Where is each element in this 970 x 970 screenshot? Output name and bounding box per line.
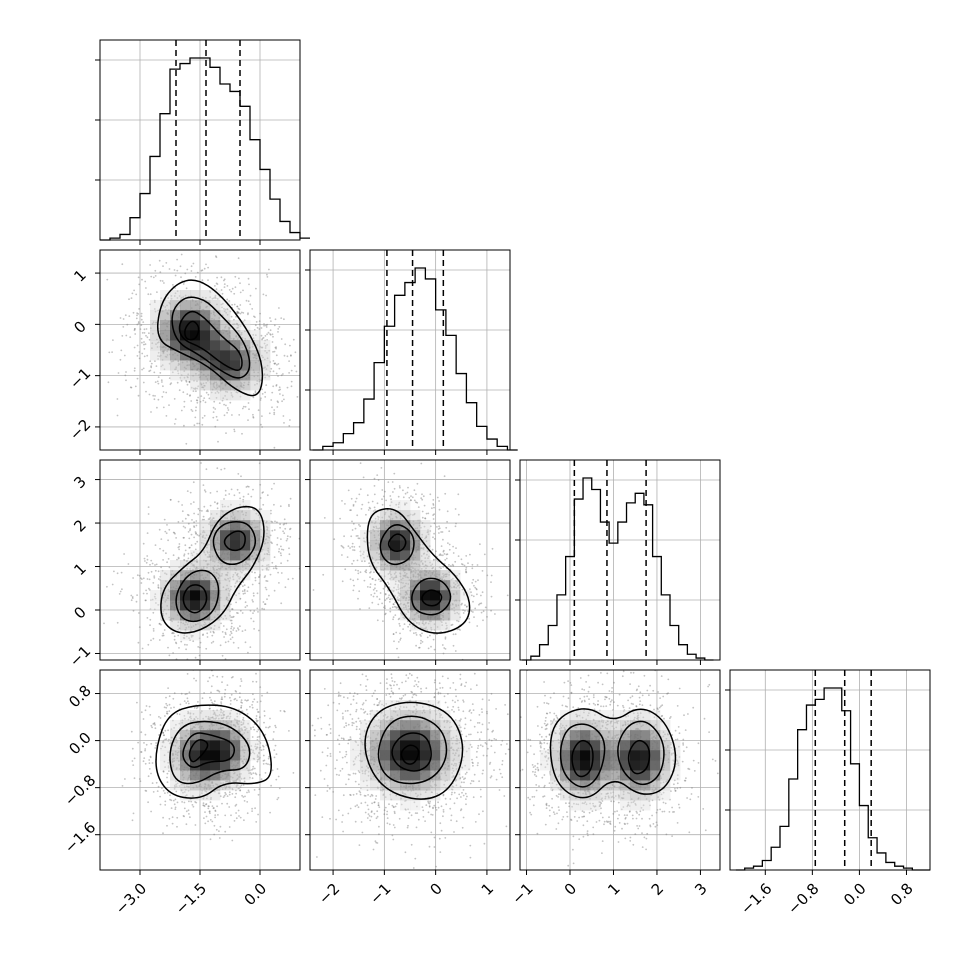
pair-panel-2-1: [305, 459, 511, 665]
panel-frame-3-3: [729, 669, 931, 871]
panel-frame-2-1: [309, 459, 511, 661]
contour-2-0-3: [182, 584, 208, 614]
contour-1-0-1: [171, 296, 251, 379]
x-tick-label-2-3: 2: [648, 880, 667, 899]
contour-2-0-0: [160, 505, 265, 634]
x-tick-label-3-3: 0.8: [887, 880, 917, 910]
x-tick-label-3-2: 0.0: [840, 880, 870, 910]
y-tick-label-2-2: 1: [70, 560, 89, 579]
contour-3-0-1: [169, 720, 251, 785]
x-tick-label-1-0: −2: [315, 880, 343, 908]
y-tick-label-2-4: 3: [70, 473, 89, 492]
y-tick-label-1-2: 0: [70, 317, 89, 336]
contour-3-2-0: [549, 708, 677, 799]
x-tick-label-2-0: −1: [508, 880, 536, 908]
y-tick-label-2-1: 0: [70, 603, 89, 622]
contour-1-0-2: [178, 310, 243, 372]
contour-2-0-2: [212, 521, 257, 566]
pair-panel-3-0: [95, 669, 301, 875]
x-tick-label-0-2: 0.0: [241, 880, 271, 910]
contour-3-2-3: [571, 739, 594, 778]
panel-frame-1-1: [309, 249, 511, 451]
contour-2-1-0: [366, 508, 471, 634]
y-tick-label-2-0: −1: [66, 642, 94, 670]
y-tick-label-1-1: −1: [66, 364, 94, 392]
contour-3-0-0: [155, 704, 272, 799]
pair-panel-2-0: [95, 459, 301, 665]
histogram-panel-3: [725, 669, 931, 875]
x-tick-label-3-1: −0.8: [784, 880, 822, 918]
x-tick-label-0-1: −1.5: [172, 880, 210, 918]
histogram-panel-0: [95, 39, 310, 245]
histogram-step-1: [312, 267, 518, 451]
density-cells-1-0: [150, 290, 271, 401]
contour-3-0-3: [188, 739, 209, 763]
x-tick-label-2-4: 3: [691, 880, 710, 899]
pair-content-3-0: [121, 670, 295, 842]
x-tick-label-1-3: 1: [478, 880, 497, 899]
pair-content-3-2: [520, 670, 719, 867]
x-tick-label-2-1: 0: [561, 880, 580, 899]
contour-3-2-2: [617, 720, 665, 786]
density-cells-2-1: [360, 500, 471, 631]
histogram-step-0: [100, 57, 310, 241]
pair-panel-3-1: [305, 669, 511, 875]
y-tick-label-3-2: 0.0: [65, 729, 95, 759]
pair-content-1-0: [100, 250, 299, 449]
contour-2-0-4: [223, 530, 246, 552]
histogram-step-2: [522, 477, 714, 661]
contour-3-2-4: [627, 739, 651, 775]
contour-2-1-2: [411, 577, 452, 616]
contour-3-1-0: [364, 701, 464, 800]
y-tick-label-3-0: −1.6: [61, 818, 99, 856]
contour-2-1-4: [421, 589, 443, 607]
y-tick-label-1-0: −2: [66, 416, 94, 444]
histogram-step-3: [735, 687, 930, 871]
panel-frame-2-2: [519, 459, 721, 661]
contour-3-1-3: [400, 744, 420, 765]
pair-content-2-1: [312, 462, 509, 660]
contour-3-2-1: [559, 723, 606, 788]
x-tick-label-3-0: −1.6: [737, 880, 775, 918]
pair-panel-1-0: [95, 249, 301, 455]
histogram-panel-2: [515, 459, 721, 665]
plot-layer: −3.0 −1.5 0.0 −2 −1 0 1 −1 0 1 2 3 −1.6 −0.8 0.0 0.8−2−…: [61, 39, 931, 918]
contour-3-1-1: [377, 715, 448, 785]
contour-2-1-1: [379, 524, 415, 566]
panel-frame-3-1: [309, 669, 511, 871]
contour-2-0-1: [175, 569, 220, 623]
y-tick-label-3-1: −0.8: [61, 771, 99, 809]
contour-3-1-2: [391, 732, 432, 772]
x-tick-label-1-2: 0: [426, 880, 445, 899]
contour-3-0-2: [182, 732, 236, 768]
x-tick-label-1-1: −1: [366, 880, 394, 908]
pair-panel-3-2: [515, 669, 721, 875]
y-tick-label-3-3: 0.8: [65, 682, 95, 712]
x-tick-label-0-0: −3.0: [112, 880, 150, 918]
y-tick-label-1-3: 1: [70, 266, 89, 285]
y-tick-label-2-3: 2: [70, 516, 89, 535]
x-tick-label-2-2: 1: [604, 880, 623, 899]
panel-frame-3-2: [519, 669, 721, 871]
histogram-panel-1: [305, 249, 518, 455]
contour-1-0-3: [184, 320, 200, 341]
pair-content-3-1: [311, 670, 510, 870]
contour-2-1-3: [387, 533, 407, 553]
pair-content-2-0: [103, 462, 300, 660]
contour-1-0-0: [156, 279, 264, 397]
